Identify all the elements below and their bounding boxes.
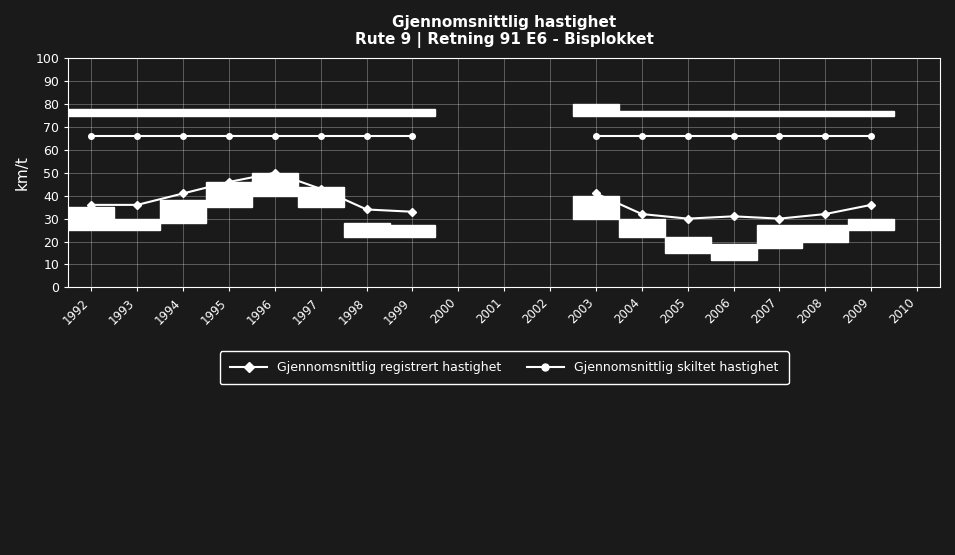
- Bar: [69, 109, 435, 115]
- Bar: [711, 244, 756, 260]
- Bar: [619, 219, 665, 237]
- Y-axis label: km/t: km/t: [15, 155, 30, 190]
- Bar: [848, 219, 894, 230]
- Bar: [619, 111, 894, 115]
- Bar: [206, 182, 252, 207]
- Bar: [298, 186, 344, 207]
- Bar: [390, 225, 435, 237]
- Bar: [802, 225, 848, 241]
- Title: Gjennomsnittlig hastighet
Rute 9 | Retning 91 E6 - Bisplokket: Gjennomsnittlig hastighet Rute 9 | Retni…: [355, 15, 653, 48]
- Bar: [160, 200, 206, 223]
- Legend: Gjennomsnittlig registrert hastighet, Gjennomsnittlig skiltet hastighet: Gjennomsnittlig registrert hastighet, Gj…: [220, 351, 789, 384]
- Bar: [344, 223, 390, 237]
- Bar: [69, 207, 115, 230]
- Bar: [252, 173, 298, 196]
- Bar: [115, 219, 160, 230]
- Bar: [573, 104, 619, 115]
- Bar: [665, 237, 711, 253]
- Bar: [573, 196, 619, 219]
- Bar: [756, 225, 802, 249]
